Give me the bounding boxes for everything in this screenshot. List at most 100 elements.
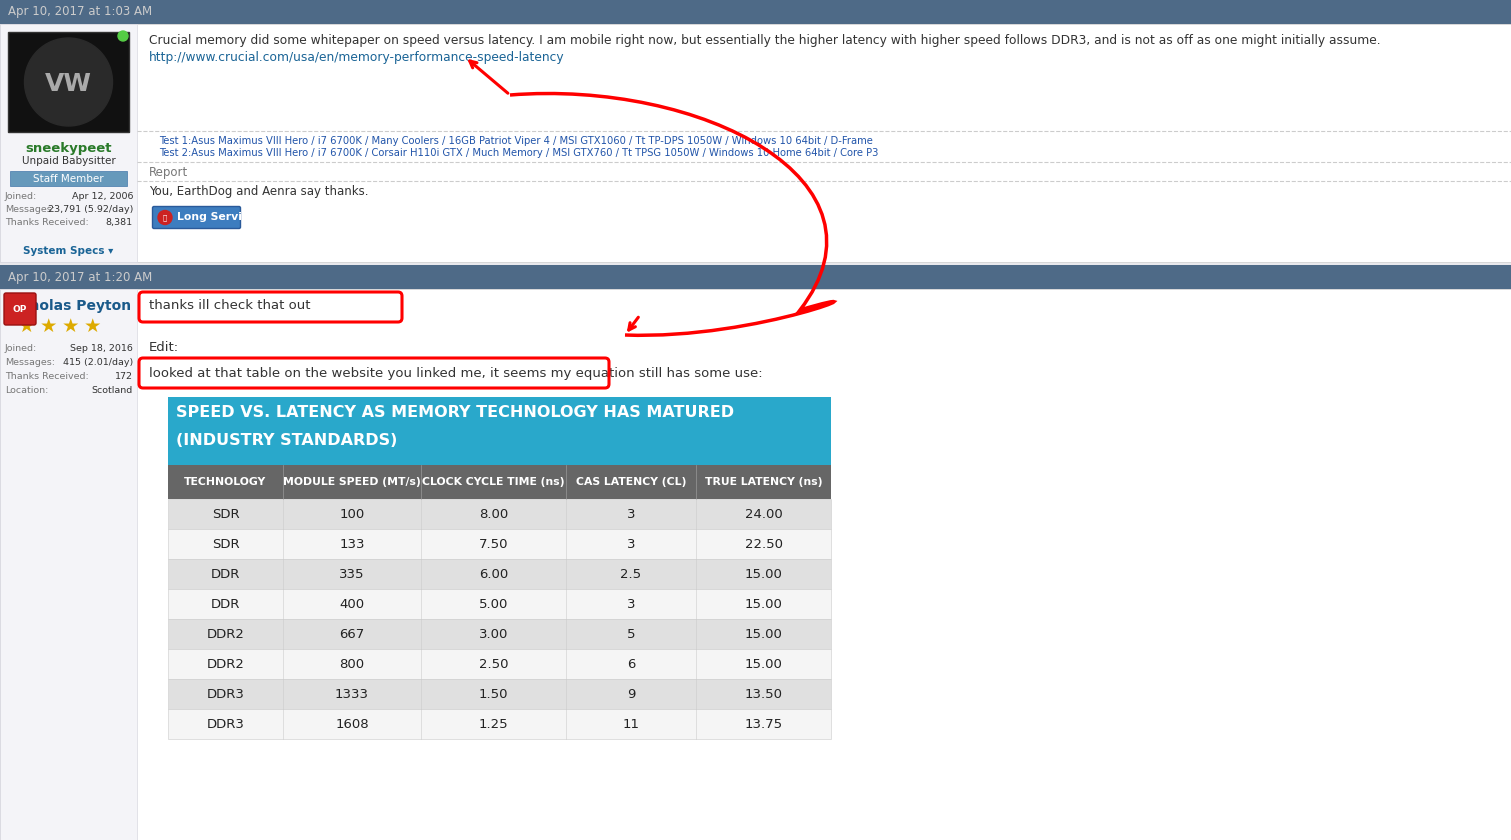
Text: Nicholas Peyton: Nicholas Peyton (6, 299, 131, 313)
Text: Test 1:Asus Maximus VIII Hero / i7 6700K / Many Coolers / 16GB Patriot Viper 4 /: Test 1:Asus Maximus VIII Hero / i7 6700K… (159, 136, 873, 146)
Text: DDR2: DDR2 (207, 658, 245, 670)
Text: Location:: Location: (5, 386, 48, 395)
Text: 3.00: 3.00 (479, 627, 508, 640)
Text: Report: Report (150, 166, 189, 179)
FancyBboxPatch shape (168, 529, 831, 559)
FancyBboxPatch shape (0, 24, 138, 262)
Text: ★: ★ (18, 317, 35, 336)
Text: Crucial memory did some whitepaper on speed versus latency. I am mobile right no: Crucial memory did some whitepaper on sp… (150, 34, 1381, 47)
Text: 8,381: 8,381 (106, 218, 133, 227)
Text: Staff Member: Staff Member (33, 174, 104, 183)
Text: sneekypeet: sneekypeet (26, 142, 112, 155)
Text: 6: 6 (627, 658, 635, 670)
Text: Joined:: Joined: (5, 192, 38, 201)
Text: 15.00: 15.00 (745, 658, 783, 670)
Text: 15.00: 15.00 (745, 627, 783, 640)
FancyBboxPatch shape (168, 559, 831, 589)
FancyBboxPatch shape (168, 465, 831, 499)
FancyBboxPatch shape (8, 32, 128, 132)
FancyBboxPatch shape (168, 679, 831, 709)
Text: DDR3: DDR3 (207, 717, 245, 731)
Text: 133: 133 (340, 538, 364, 550)
Text: Apr 12, 2006: Apr 12, 2006 (71, 192, 133, 201)
Text: 800: 800 (340, 658, 364, 670)
Text: ★: ★ (85, 317, 101, 336)
Text: 3: 3 (627, 507, 635, 521)
Text: 1.50: 1.50 (479, 687, 508, 701)
Text: CLOCK CYCLE TIME (ns): CLOCK CYCLE TIME (ns) (422, 477, 565, 487)
Text: Thanks Received:: Thanks Received: (5, 218, 89, 227)
Text: System Specs ▾: System Specs ▾ (23, 246, 113, 256)
Text: 15.00: 15.00 (745, 568, 783, 580)
Text: SPEED VS. LATENCY AS MEMORY TECHNOLOGY HAS MATURED: SPEED VS. LATENCY AS MEMORY TECHNOLOGY H… (175, 405, 734, 420)
Text: 400: 400 (340, 597, 364, 611)
Text: 13.75: 13.75 (745, 717, 783, 731)
Text: 13.50: 13.50 (745, 687, 783, 701)
Text: ★: ★ (39, 317, 57, 336)
Text: Messages:: Messages: (5, 358, 54, 367)
Text: 24.00: 24.00 (745, 507, 783, 521)
Text: Joined:: Joined: (5, 344, 38, 353)
FancyBboxPatch shape (0, 0, 1511, 24)
Text: 1333: 1333 (335, 687, 369, 701)
Text: DDR3: DDR3 (207, 687, 245, 701)
Text: 23,791 (5.92/day): 23,791 (5.92/day) (48, 205, 133, 214)
Text: Unpaid Babysitter: Unpaid Babysitter (21, 156, 115, 166)
Text: 3: 3 (627, 597, 635, 611)
FancyBboxPatch shape (11, 171, 127, 186)
FancyBboxPatch shape (168, 589, 831, 619)
FancyBboxPatch shape (0, 265, 1511, 289)
Text: 1608: 1608 (335, 717, 369, 731)
Text: 2.50: 2.50 (479, 658, 508, 670)
Text: Long Service: Long Service (177, 213, 255, 223)
FancyBboxPatch shape (168, 397, 831, 465)
Circle shape (118, 31, 128, 41)
Text: DDR2: DDR2 (207, 627, 245, 640)
Text: ⏹: ⏹ (163, 214, 168, 221)
Text: Edit:: Edit: (150, 341, 180, 354)
Text: 100: 100 (340, 507, 364, 521)
Text: 172: 172 (115, 372, 133, 381)
FancyBboxPatch shape (5, 293, 36, 325)
Circle shape (24, 38, 112, 126)
Text: 5: 5 (627, 627, 635, 640)
Text: CAS LATENCY (CL): CAS LATENCY (CL) (576, 477, 686, 487)
Text: MODULE SPEED (MT/s): MODULE SPEED (MT/s) (283, 477, 422, 487)
Text: Apr 10, 2017 at 1:20 AM: Apr 10, 2017 at 1:20 AM (8, 270, 153, 283)
Text: thanks ill check that out: thanks ill check that out (150, 299, 310, 312)
Text: looked at that table on the website you linked me, it seems my equation still ha: looked at that table on the website you … (150, 367, 763, 380)
Text: 5.00: 5.00 (479, 597, 508, 611)
Text: 6.00: 6.00 (479, 568, 508, 580)
FancyBboxPatch shape (168, 619, 831, 649)
FancyBboxPatch shape (153, 207, 240, 228)
Text: 15.00: 15.00 (745, 597, 783, 611)
Text: Thanks Received:: Thanks Received: (5, 372, 89, 381)
Text: Apr 10, 2017 at 1:03 AM: Apr 10, 2017 at 1:03 AM (8, 6, 153, 18)
Text: DDR: DDR (212, 568, 240, 580)
Text: 9: 9 (627, 687, 635, 701)
Text: DDR: DDR (212, 597, 240, 611)
Text: 1.25: 1.25 (479, 717, 508, 731)
FancyBboxPatch shape (168, 649, 831, 679)
Text: 415 (2.01/day): 415 (2.01/day) (63, 358, 133, 367)
Text: You, EarthDog and Aenra say thanks.: You, EarthDog and Aenra say thanks. (150, 185, 369, 198)
Text: 8.00: 8.00 (479, 507, 508, 521)
Text: Scotland: Scotland (92, 386, 133, 395)
Text: (INDUSTRY STANDARDS): (INDUSTRY STANDARDS) (175, 433, 397, 448)
FancyBboxPatch shape (0, 289, 1511, 840)
FancyBboxPatch shape (0, 289, 138, 840)
FancyBboxPatch shape (0, 24, 1511, 262)
Text: OP: OP (12, 304, 27, 313)
Circle shape (159, 211, 172, 224)
Text: Sep 18, 2016: Sep 18, 2016 (70, 344, 133, 353)
Text: 3: 3 (627, 538, 635, 550)
Text: SDR: SDR (212, 538, 239, 550)
Text: 667: 667 (340, 627, 364, 640)
Text: 11: 11 (623, 717, 639, 731)
Text: TRUE LATENCY (ns): TRUE LATENCY (ns) (704, 477, 822, 487)
Text: Messages:: Messages: (5, 205, 54, 214)
Text: TECHNOLOGY: TECHNOLOGY (184, 477, 266, 487)
Text: ★: ★ (62, 317, 80, 336)
FancyBboxPatch shape (168, 709, 831, 739)
Text: http://www.crucial.com/usa/en/memory-performance-speed-latency: http://www.crucial.com/usa/en/memory-per… (150, 51, 565, 64)
